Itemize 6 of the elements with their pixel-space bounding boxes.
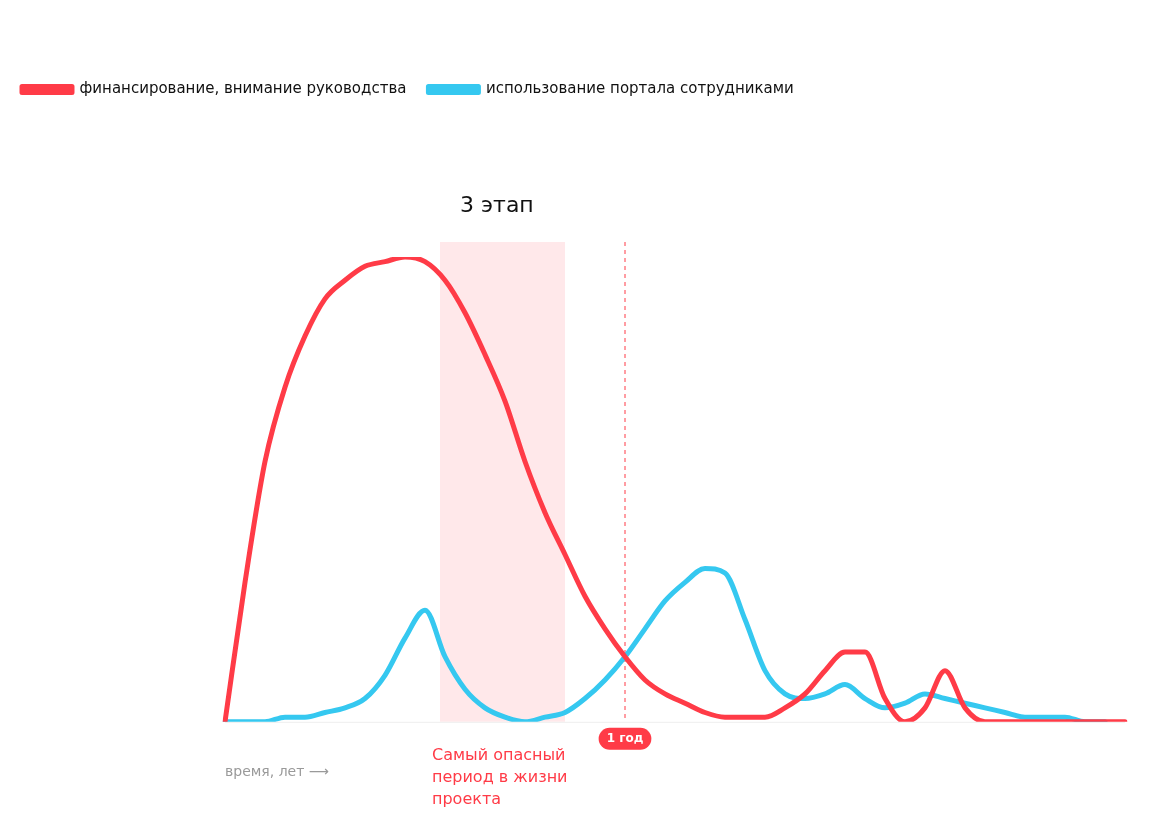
legend-label: использование портала сотрудниками <box>485 79 794 98</box>
legend-label: финансирование, внимание руководства <box>79 79 407 98</box>
text: Самый опасный период в жизни проекта <box>432 744 568 808</box>
text: 1 год <box>606 730 644 745</box>
x-axis-title: время, лет ⟶ <box>225 763 329 780</box>
text: 3 этап <box>460 192 534 217</box>
